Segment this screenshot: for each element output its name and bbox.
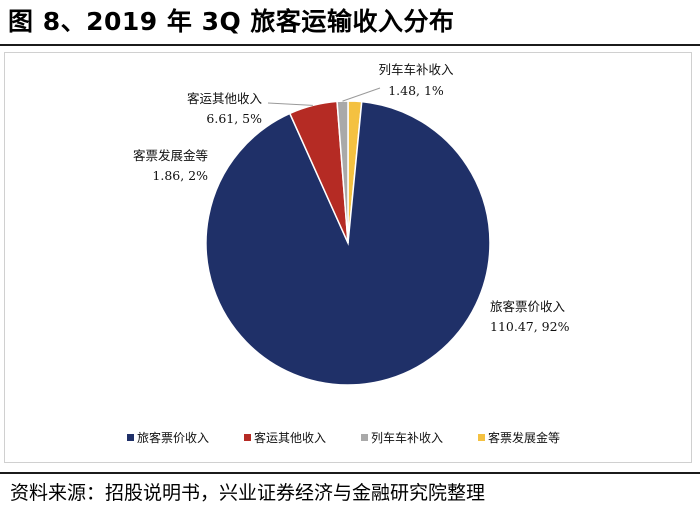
legend-swatch-3: [478, 434, 485, 441]
slice-label-name-1: 客运其他收入: [187, 91, 263, 106]
source-rule: [0, 472, 700, 474]
pie-chart: 旅客票价收入 110.47, 92% 客运其他收入 6.61, 5% 列车车补收…: [127, 62, 570, 445]
slice-label-value-0: 110.47, 92%: [490, 319, 570, 334]
title-rule: [0, 44, 700, 46]
slice-label-value-1: 6.61, 5%: [206, 111, 262, 126]
figure-title: 图 8、2019 年 3Q 旅客运输收入分布: [8, 7, 455, 36]
slice-label-name-2: 列车车补收入: [378, 62, 454, 77]
slice-label-value-3: 1.86, 2%: [152, 168, 208, 183]
slice-label-name-0: 旅客票价收入: [490, 299, 566, 314]
legend-label-3: 客票发展金等: [488, 430, 560, 445]
pie-slice-0: [205, 100, 491, 386]
legend-swatch-2: [361, 434, 368, 441]
legend-label-1: 客运其他收入: [254, 430, 326, 445]
leader-line-1: [267, 102, 313, 106]
legend-label-0: 旅客票价收入: [137, 430, 209, 445]
legend-label-2: 列车车补收入: [371, 430, 443, 445]
slice-label-name-3: 客票发展金等: [133, 148, 208, 163]
source-note: 资料来源：招股说明书，兴业证券经济与金融研究院整理: [10, 482, 486, 504]
pie-slice-2: [336, 100, 349, 244]
legend-swatch-1: [244, 434, 251, 441]
legend-swatch-0: [127, 434, 134, 441]
chart-frame: [4, 52, 692, 463]
slice-label-value-2: 1.48, 1%: [388, 83, 444, 98]
leader-line-2: [342, 87, 381, 102]
